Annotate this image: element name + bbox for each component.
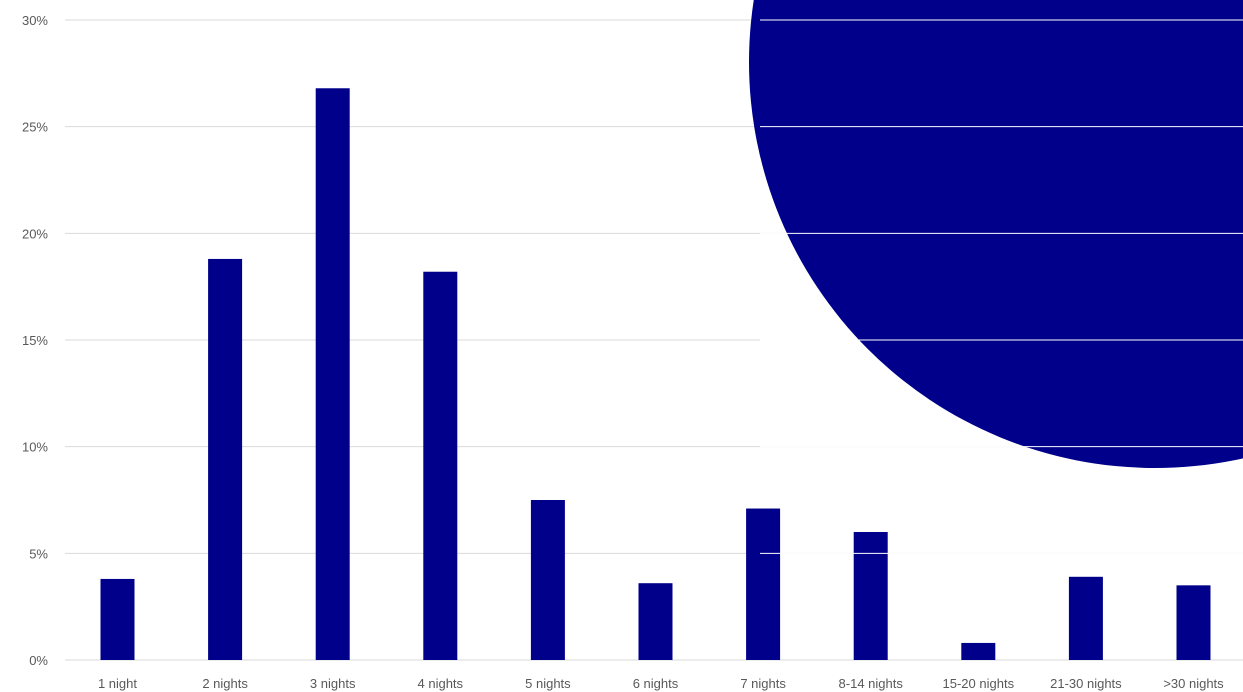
gridlines [65, 19, 1243, 661]
y-tick-label: 5% [29, 546, 48, 561]
y-tick-label: 30% [22, 13, 48, 28]
x-tick-label: >30 nights [1163, 676, 1224, 691]
bar [208, 258, 243, 660]
bar [1068, 576, 1103, 660]
bar [961, 642, 996, 660]
y-tick-label: 0% [29, 653, 48, 668]
x-axis-ticks: 1 night 2 nights 3 nights 4 nights 5 nights 6… [98, 676, 1224, 691]
gridlines-over-circle [760, 19, 1243, 554]
bar [1176, 585, 1211, 660]
bar [853, 532, 888, 660]
x-tick-label: 3 nights [310, 676, 356, 691]
bar [638, 583, 673, 660]
decorative-circle [749, 0, 1243, 468]
x-tick-label: 6 nights [633, 676, 679, 691]
bar [530, 500, 565, 660]
y-tick-label: 25% [22, 120, 48, 135]
x-tick-label: 5 nights [525, 676, 571, 691]
x-tick-label: 1 night [98, 676, 137, 691]
bars [100, 88, 1211, 661]
x-tick-label: 2 nights [202, 676, 248, 691]
x-tick-label: 8-14 nights [839, 676, 904, 691]
y-tick-label: 15% [22, 333, 48, 348]
bar [315, 88, 350, 661]
bar [746, 508, 781, 660]
x-tick-label: 21-30 nights [1050, 676, 1122, 691]
x-tick-label: 15-20 nights [943, 676, 1015, 691]
bar [100, 578, 135, 660]
bar [423, 271, 458, 660]
y-axis-ticks: 0% 5% 10% 15% 20% 25% 30% [22, 13, 48, 668]
y-tick-label: 20% [22, 226, 48, 241]
x-tick-label: 7 nights [740, 676, 786, 691]
x-tick-label: 4 nights [418, 676, 464, 691]
y-tick-label: 10% [22, 440, 48, 455]
